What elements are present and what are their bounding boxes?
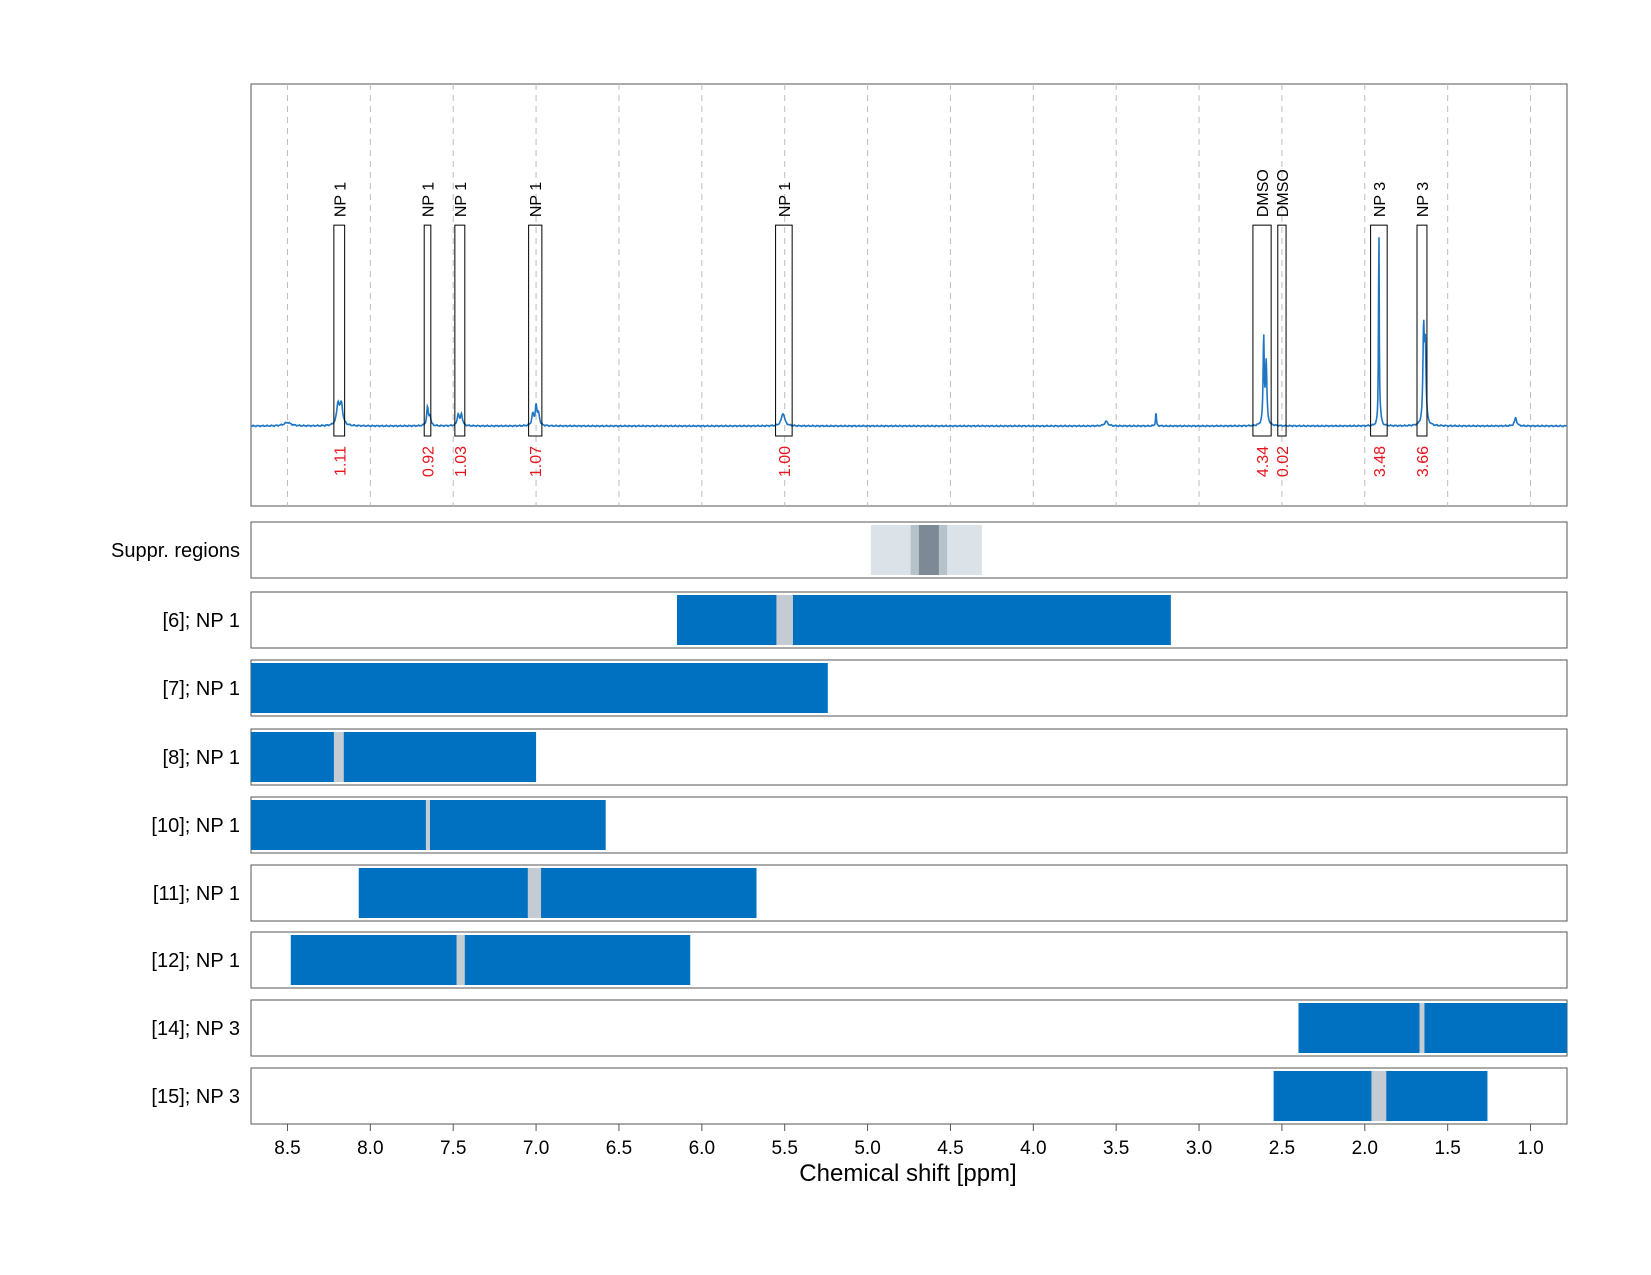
x-tick-label: 4.0 [1020,1138,1046,1159]
annotation-label: DMSO [1275,169,1292,217]
track-bar [1298,1003,1567,1053]
track-label: [12]; NP 1 [151,950,240,972]
spectrum-line [250,237,1568,428]
annotation-box [454,224,466,437]
x-tick-label: 5.0 [854,1138,880,1159]
track-bar [527,868,542,918]
track-bar [333,732,344,782]
annotation-label: NP 1 [777,182,794,217]
integral-value: 4.34 [1255,446,1272,477]
integral-value: 1.03 [453,446,470,477]
annotation-label: NP 3 [1372,182,1389,217]
annotation-box [333,224,346,437]
track-bar [290,935,691,985]
x-tick-label: 2.0 [1352,1138,1378,1159]
integral-value: 1.00 [777,446,794,477]
annotation-box [1277,224,1287,437]
integral-value: 3.66 [1415,446,1432,477]
integral-value: 3.48 [1372,446,1389,477]
x-tick-label: 6.5 [606,1138,632,1159]
track-bar [1419,1003,1425,1053]
annotation-box [423,224,432,437]
spectrum-frame [250,83,1568,507]
track-label: [11]; NP 1 [153,883,240,905]
annotation-box [1416,224,1428,437]
x-tick-label: 1.5 [1434,1138,1460,1159]
x-tick-label: 8.5 [274,1138,300,1159]
region-tracks: Suppr. regions [6]; NP 1 [7]; NP 1 [8]; NP … [111,521,1568,1125]
annotation-box [528,224,543,437]
track-label: [15]; NP 3 [151,1086,240,1108]
annotation-label: NP 3 [1415,182,1432,217]
spectrum-panel: NP 1 1.11 NP 1 0.92 NP 1 1.03 NP 1 1.07 NP 1 1.00… [250,83,1568,507]
integral-value: 1.11 [332,446,349,476]
track-label: [6]; NP 1 [163,610,240,632]
track-bar [676,595,1171,645]
x-tick-label: 7.0 [523,1138,549,1159]
track-label: [7]; NP 1 [163,678,240,700]
x-tick-label: 7.5 [440,1138,466,1159]
integral-value: 1.07 [528,446,545,477]
track-bar [456,935,465,985]
x-tick-label: 1.0 [1517,1138,1543,1159]
x-tick-label: 4.5 [937,1138,963,1159]
integral-value: 0.02 [1275,446,1292,477]
x-tick-label: 3.0 [1186,1138,1212,1159]
x-axis: 8.5 8.0 7.5 7.0 6.5 6.0 5.5 5.0 4.5 4.0 3.5 3.0 2.5 2… [274,1124,1544,1159]
annotation-box [1370,224,1388,437]
integral-value: 0.92 [421,446,438,477]
x-tick-label: 2.5 [1269,1138,1295,1159]
track-label: [10]; NP 1 [151,815,240,837]
track-bar [358,868,757,918]
track-bar [425,800,431,850]
annotation-box [775,224,793,437]
track-bar [1371,1071,1387,1121]
x-tick-label: 5.5 [771,1138,797,1159]
track-bar [251,732,537,782]
x-axis-label: Chemical shift [ppm] [799,1160,1016,1187]
track-bar [776,595,793,645]
annotation-box [1252,224,1272,437]
track-label: [8]; NP 1 [163,747,240,769]
track-bar [918,525,939,575]
annotation-label: NP 1 [528,182,545,217]
annotation-label: NP 1 [421,182,438,217]
track-label: [14]; NP 3 [151,1018,240,1040]
annotation-label: NP 1 [332,182,349,217]
x-tick-label: 6.0 [689,1138,715,1159]
x-tick-label: 3.5 [1103,1138,1129,1159]
annotation-label: NP 1 [453,182,470,217]
x-tick-label: 8.0 [357,1138,383,1159]
track-label: Suppr. regions [111,540,240,562]
annotation-label: DMSO [1255,169,1272,217]
track-bar [251,663,828,713]
